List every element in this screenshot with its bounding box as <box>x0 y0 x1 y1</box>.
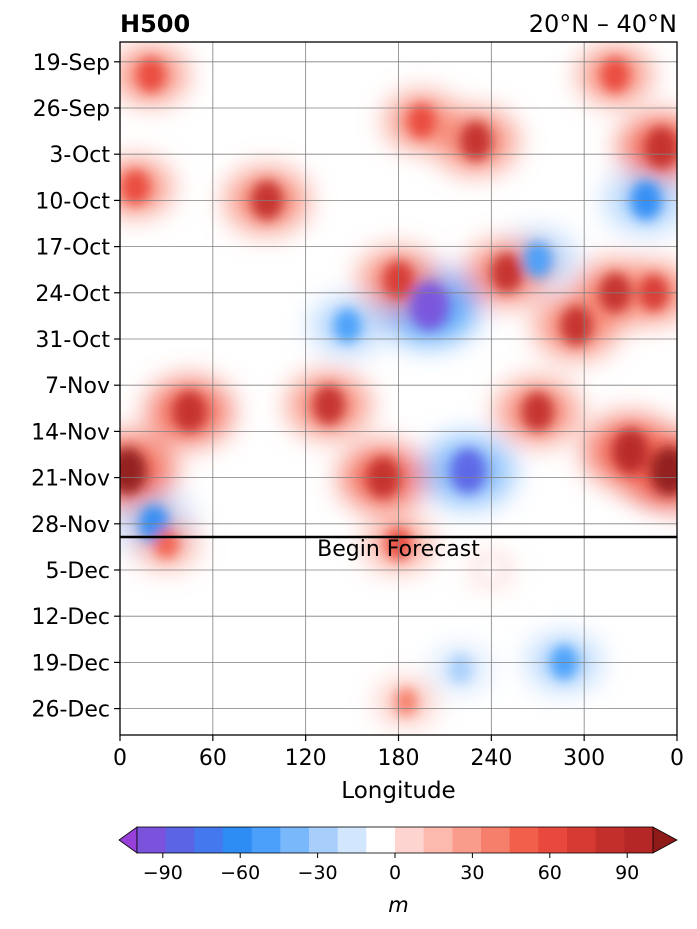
colorbar-tick-label-5: 60 <box>538 862 562 884</box>
y-axis: 19-Sep 26-Sep 3-Oct 10-Oct 17-Oct 24-Oct 31-Oc… <box>31 51 120 723</box>
x-tick-label-5: 300 <box>563 746 605 771</box>
anomaly-core-13 <box>491 253 523 293</box>
colorbar-segment-18 <box>624 827 654 853</box>
colorbar-label: m <box>388 893 408 917</box>
y-tick-label-13: 19-Dec <box>31 651 110 676</box>
colorbar-segment-11 <box>423 827 453 853</box>
colorbar-tick-label-4: 30 <box>460 862 484 884</box>
colorbar-segment-12 <box>452 827 482 853</box>
y-tick-label-11: 5-Dec <box>45 559 110 584</box>
colorbar-segment-4 <box>223 827 253 853</box>
x-tick-label-0: 0 <box>113 746 127 771</box>
y-tick-label-5: 24-Oct <box>35 282 110 307</box>
anomaly-core-20 <box>460 121 492 161</box>
y-tick-label-12: 12-Dec <box>31 605 110 630</box>
chart-title: H500 <box>120 10 190 38</box>
plot-area: Begin Forecast <box>119 41 678 736</box>
y-tick-label-14: 26-Dec <box>31 698 110 723</box>
anomaly-core-21 <box>408 104 436 139</box>
colorbar-segment-7 <box>309 827 339 853</box>
anomaly-core-14 <box>560 306 593 346</box>
colorbar-tick-label-0: −90 <box>143 862 183 884</box>
colorbar-extend-high <box>652 826 678 854</box>
colorbar-extend-low <box>118 826 138 854</box>
anomaly-core-6 <box>120 447 147 495</box>
anomaly-core-30 <box>621 539 640 562</box>
y-tick-label-7: 7-Nov <box>45 374 110 399</box>
anomaly-core-23 <box>121 170 150 205</box>
x-tick-label-3: 180 <box>378 746 420 771</box>
x-tick-label-1: 60 <box>199 746 227 771</box>
chart-subtitle: 20°N – 40°N <box>529 10 677 38</box>
colorbar-segment-14 <box>509 827 539 853</box>
y-tick-label-8: 14-Nov <box>31 420 110 445</box>
colorbar-segment-17 <box>595 827 625 853</box>
colorbar-segment-2 <box>165 827 195 853</box>
colorbar-tick-label-1: −60 <box>220 862 260 884</box>
anomaly-core-2 <box>333 308 362 343</box>
colorbar-segment-8 <box>337 827 367 853</box>
y-tick-label-2: 3-Oct <box>49 143 110 168</box>
anomaly-core-24 <box>601 57 629 93</box>
anomaly-core-7 <box>649 446 677 496</box>
y-tick-label-3: 10-Oct <box>35 189 110 214</box>
colorbar-segment-15 <box>538 827 568 853</box>
x-axis-label: Longitude <box>341 778 455 804</box>
y-tick-label-4: 17-Oct <box>35 236 110 261</box>
field-cores <box>120 57 677 716</box>
anomaly-core-17 <box>645 126 677 169</box>
anomaly-core-11 <box>612 428 649 474</box>
x-tick-label-6: 0 <box>670 746 684 771</box>
colorbar-tick-label-6: 90 <box>615 862 639 884</box>
colorbar-segment-9 <box>366 827 396 853</box>
colorbar-segment-13 <box>481 827 511 853</box>
y-tick-label-9: 21-Nov <box>31 467 110 492</box>
anomaly-core-0 <box>410 281 449 331</box>
x-tick-label-2: 120 <box>285 746 327 771</box>
colorbar-tick-label-2: −30 <box>298 862 338 884</box>
anomaly-core-22 <box>137 57 165 93</box>
anomaly-core-3 <box>523 241 553 278</box>
x-axis: 0 60 120 180 240 300 0 <box>113 735 684 771</box>
colorbar-segment-10 <box>395 827 425 853</box>
anomaly-core-1 <box>450 448 487 494</box>
x-tick-label-4: 240 <box>470 746 512 771</box>
colorbar-segment-1 <box>137 827 167 853</box>
anomaly-core-8 <box>173 390 207 433</box>
y-tick-label-0: 19-Sep <box>33 51 110 76</box>
y-tick-label-1: 26-Sep <box>33 97 110 122</box>
colorbar-segment-6 <box>280 827 310 853</box>
anomaly-core-28 <box>448 654 472 684</box>
y-tick-label-10: 28-Nov <box>31 513 110 538</box>
colorbar-tick-label-3: 0 <box>389 862 401 884</box>
colorbar: −90 −60 −30 0 30 60 90 <box>118 826 678 884</box>
begin-forecast-label: Begin Forecast <box>317 537 480 562</box>
grid-lines <box>119 42 678 735</box>
y-tick-label-6: 31-Oct <box>35 328 110 353</box>
anomaly-core-25 <box>154 529 179 559</box>
anomaly-core-19 <box>313 385 345 425</box>
anomaly-core-12 <box>521 391 554 432</box>
colorbar-segment-3 <box>194 827 224 853</box>
colorbar-segment-5 <box>251 827 281 853</box>
colorbar-segment-16 <box>567 827 597 853</box>
